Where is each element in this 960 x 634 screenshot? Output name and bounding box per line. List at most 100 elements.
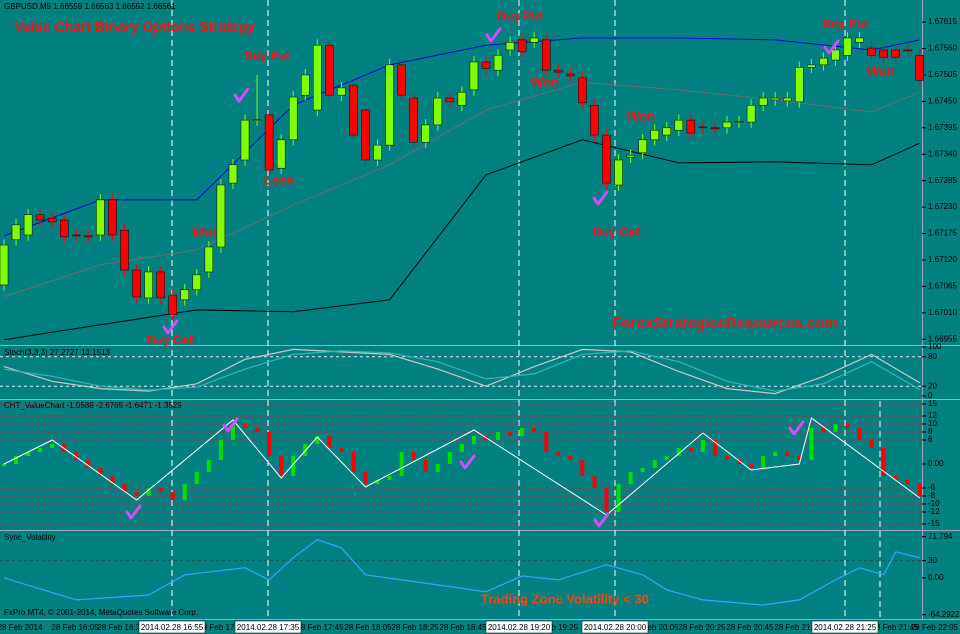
candle-body (734, 121, 744, 123)
annotation: Trading Zone Volatility < 30 (481, 591, 649, 606)
x-tick-label: Feb 19:25 (542, 623, 579, 632)
candle-body (23, 214, 33, 236)
candle-body (252, 119, 262, 121)
value-bar (122, 484, 127, 492)
y-tick-label: 15 (928, 399, 937, 408)
check-mark (162, 319, 179, 335)
value-bar (459, 444, 464, 452)
candle-body (602, 134, 611, 184)
panel-title: Sync_Volatility (4, 533, 56, 542)
candle-body (698, 126, 708, 129)
value-bar (399, 452, 404, 476)
value-bar (821, 428, 826, 432)
check-mark (459, 454, 476, 470)
value-bar (279, 456, 284, 476)
y-tick-label: 8 (928, 427, 933, 436)
value-bar (532, 428, 537, 432)
check-mark (593, 512, 610, 528)
value-bar (267, 432, 272, 456)
value-bar (676, 448, 681, 456)
x-tick-label: 28 Feb 17:45 (296, 623, 344, 632)
value-bar (218, 440, 223, 460)
candle-body (84, 235, 93, 238)
panel-title: CHT_ValueChart -1.0588 -2.6765 -1.6471 -… (4, 401, 182, 410)
indicator-line (3, 539, 920, 606)
candle-body (566, 73, 575, 77)
x-tick-label: 28 Feb 16:05 (51, 623, 99, 632)
check-mark (222, 417, 239, 433)
candle-body (373, 144, 382, 161)
y-tick-label: 0.00 (928, 459, 944, 468)
annotation: Value Chart Binary Options Strategy (14, 19, 255, 35)
value-bar (375, 480, 380, 484)
y-tick-label: 1.67450 (928, 96, 957, 105)
value-bar (26, 452, 31, 456)
panel-title: GBPUSD,M5 1.66559 1.66563 1.66552 1.6656… (4, 2, 176, 11)
value-bar (881, 448, 886, 476)
candle-body (192, 274, 202, 290)
candle-body (156, 271, 165, 299)
candle-body (60, 219, 69, 238)
y-tick-label: 1.67120 (928, 255, 957, 264)
annotation: Buy Call (147, 333, 195, 347)
value-bar (387, 476, 392, 480)
y-tick-label: 10 (928, 419, 937, 428)
x-tick-label: 28 Feb 2014 (0, 623, 43, 632)
value-bar (110, 476, 115, 484)
y-tick-label: 6 (928, 435, 933, 444)
x-tick-label: 28 Feb 18:05 (344, 623, 392, 632)
candle-body (662, 127, 671, 136)
value-bar (809, 428, 814, 460)
value-bar (869, 440, 874, 448)
value-bar (182, 484, 187, 500)
value-bar (761, 456, 766, 468)
candle-body (891, 49, 900, 58)
value-bar (664, 456, 669, 460)
candle-body (457, 92, 467, 106)
check-mark (788, 420, 805, 436)
check-mark (233, 87, 250, 103)
x-tick-label: 2014.02.28 17:35 (237, 623, 300, 632)
candle-body (915, 55, 925, 81)
candle-body (144, 271, 153, 299)
y-tick-label: 1.67175 (928, 229, 957, 238)
y-tick-label: 1.67010 (928, 308, 957, 317)
value-bar (845, 424, 850, 428)
value-bar (893, 476, 898, 480)
candle-body (180, 289, 189, 301)
x-tick-label: 28 Feb 18:45 (439, 623, 487, 632)
y-tick-label: 1.67560 (928, 44, 957, 53)
value-bar (363, 472, 368, 484)
annotation: ForexStrategiesResources.com (612, 315, 837, 332)
value-bar (496, 432, 501, 440)
candle-body (481, 61, 491, 69)
x-tick-label: 28 Feb 20:05 (631, 623, 679, 632)
candle-body (35, 214, 45, 221)
value-bar (98, 468, 103, 476)
value-bar (857, 428, 862, 440)
y-tick-label: 71.794 (928, 532, 953, 541)
y-tick-label: 100 (928, 342, 942, 351)
candle-body (867, 47, 876, 56)
x-tick-label: 28 Feb 21:45 (871, 623, 919, 632)
value-bar (230, 424, 235, 440)
band-line (3, 139, 921, 341)
candle-body (240, 119, 250, 161)
candle-body (807, 64, 816, 68)
session-lines (171, 0, 881, 619)
y-tick-label: -64.2922 (928, 610, 960, 619)
candle-body (831, 49, 840, 61)
y-tick-label: 1.67505 (928, 70, 957, 79)
candle-body (0, 244, 9, 286)
check-marks (125, 27, 840, 528)
value-bar (14, 456, 19, 464)
candle-body (337, 87, 346, 96)
x-tick-label: 28 Feb 20:45 (726, 623, 774, 632)
value-bar (170, 492, 175, 500)
candle-body (96, 199, 105, 236)
y-tick-label: -8 (928, 491, 936, 500)
candle-body (325, 44, 334, 96)
time-highlight (485, 620, 553, 634)
candle-body (542, 39, 551, 71)
